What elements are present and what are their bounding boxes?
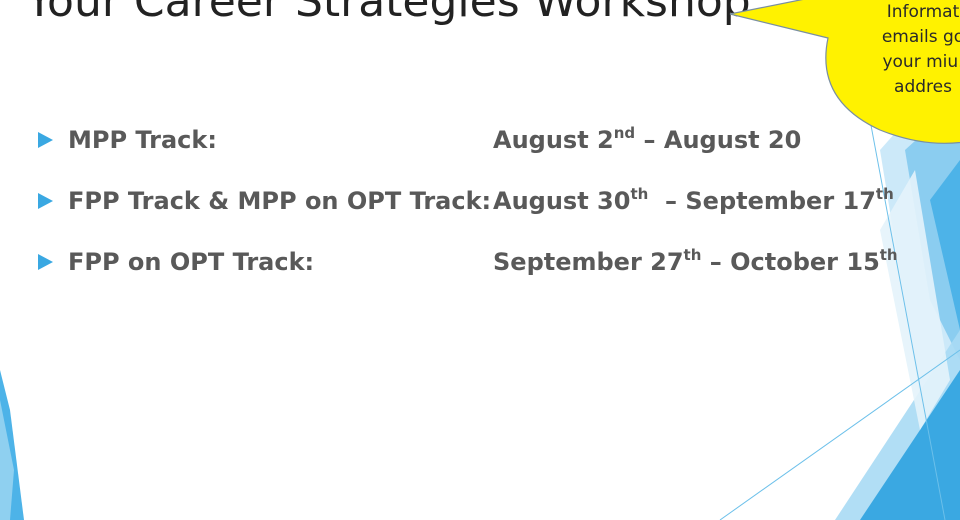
track-dates: September 27th – October 15th: [493, 246, 898, 278]
track-dates: August 2nd – August 20: [493, 124, 801, 156]
triangle-bullet-icon: [38, 132, 53, 148]
end-date: August 20: [663, 126, 802, 154]
facet-line-1: [869, 119, 946, 520]
end-date: October 15: [730, 248, 880, 276]
facet-left-light: [0, 400, 14, 520]
callout-line: Informat: [886, 2, 960, 22]
callout-text: Informat emails go your miu. addres: [868, 0, 960, 100]
facet-mid-1: [905, 100, 960, 360]
callout-shape: [729, 0, 960, 144]
track-label: FPP on OPT Track:: [68, 248, 315, 276]
start-date: September 27: [493, 248, 684, 276]
triangle-bullet-icon: [38, 193, 53, 209]
start-suffix: th: [683, 246, 702, 264]
end-date: September 17: [685, 187, 876, 215]
end-suffix: th: [879, 246, 898, 264]
track-label: FPP Track & MPP on OPT Track:: [68, 187, 492, 215]
track-label: MPP Track:: [68, 126, 217, 154]
callout-line: emails go: [881, 27, 960, 47]
facet-blue-2: [860, 370, 960, 520]
facet-line-2: [719, 349, 960, 520]
start-suffix: nd: [613, 124, 636, 142]
facet-pale-1: [880, 170, 950, 430]
track-dates: August 30th – September 17th: [493, 185, 894, 217]
date-separator: –: [648, 187, 686, 215]
callout-line: your miu.: [882, 52, 960, 72]
date-separator: –: [701, 248, 731, 276]
end-suffix: th: [875, 185, 894, 203]
start-date: August 30: [493, 187, 631, 215]
callout-line: addres: [894, 77, 952, 97]
date-separator: –: [635, 126, 664, 154]
start-date: August 2: [493, 126, 614, 154]
triangle-bullet-icon: [38, 254, 53, 270]
start-suffix: th: [630, 185, 649, 203]
facet-blue-1: [930, 160, 960, 330]
slide-title: Your Career Strategies Workshop:: [26, 0, 766, 27]
